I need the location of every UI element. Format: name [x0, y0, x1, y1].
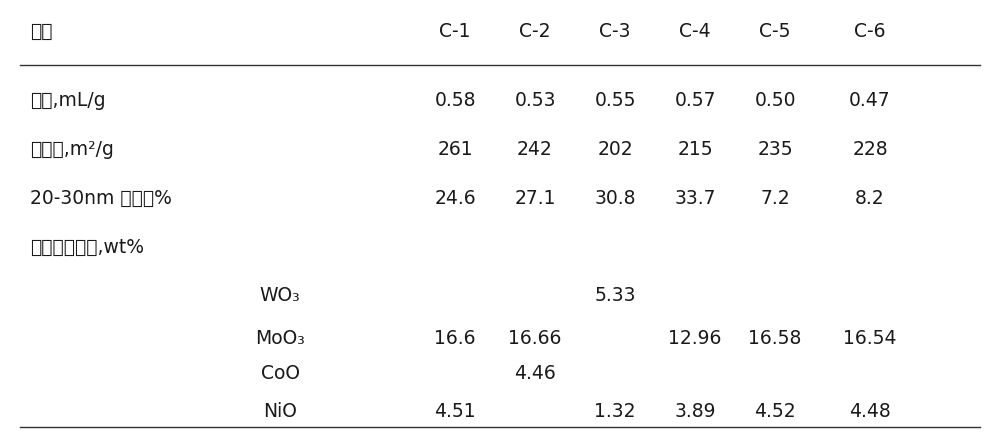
- Text: C-1: C-1: [439, 22, 471, 40]
- Text: C-3: C-3: [599, 22, 631, 40]
- Text: 261: 261: [437, 140, 473, 158]
- Text: MoO₃: MoO₃: [255, 329, 305, 348]
- Text: 27.1: 27.1: [514, 189, 556, 207]
- Text: 0.47: 0.47: [849, 91, 891, 109]
- Text: NiO: NiO: [263, 402, 297, 421]
- Text: 1.32: 1.32: [594, 402, 636, 421]
- Text: 0.53: 0.53: [514, 91, 556, 109]
- Text: 0.58: 0.58: [434, 91, 476, 109]
- Text: 4.52: 4.52: [754, 402, 796, 421]
- Text: 215: 215: [677, 140, 713, 158]
- Text: 242: 242: [517, 140, 553, 158]
- Text: WO₃: WO₃: [260, 287, 300, 305]
- Text: 活性金属组成,wt%: 活性金属组成,wt%: [30, 238, 144, 256]
- Text: 16.58: 16.58: [748, 329, 802, 348]
- Text: 4.51: 4.51: [434, 402, 476, 421]
- Text: C-5: C-5: [759, 22, 791, 40]
- Text: 235: 235: [757, 140, 793, 158]
- Text: C-2: C-2: [519, 22, 551, 40]
- Text: 16.54: 16.54: [843, 329, 897, 348]
- Text: 4.48: 4.48: [849, 402, 891, 421]
- Text: 8.2: 8.2: [855, 189, 885, 207]
- Text: 30.8: 30.8: [594, 189, 636, 207]
- Text: 16.66: 16.66: [508, 329, 562, 348]
- Text: 24.6: 24.6: [434, 189, 476, 207]
- Text: 20-30nm 比例，%: 20-30nm 比例，%: [30, 189, 172, 207]
- Text: 5.33: 5.33: [594, 287, 636, 305]
- Text: C-6: C-6: [854, 22, 886, 40]
- Text: 4.46: 4.46: [514, 364, 556, 383]
- Text: C-4: C-4: [679, 22, 711, 40]
- Text: 202: 202: [597, 140, 633, 158]
- Text: 3.89: 3.89: [674, 402, 716, 421]
- Text: 33.7: 33.7: [674, 189, 716, 207]
- Text: 7.2: 7.2: [760, 189, 790, 207]
- Text: 0.55: 0.55: [594, 91, 636, 109]
- Text: 0.50: 0.50: [754, 91, 796, 109]
- Text: 0.57: 0.57: [674, 91, 716, 109]
- Text: CoO: CoO: [260, 364, 300, 383]
- Text: 16.6: 16.6: [434, 329, 476, 348]
- Text: 228: 228: [852, 140, 888, 158]
- Text: 比表面,m²/g: 比表面,m²/g: [30, 140, 114, 158]
- Text: 孔容,mL/g: 孔容,mL/g: [30, 91, 106, 109]
- Text: 编号: 编号: [30, 22, 52, 40]
- Text: 12.96: 12.96: [668, 329, 722, 348]
